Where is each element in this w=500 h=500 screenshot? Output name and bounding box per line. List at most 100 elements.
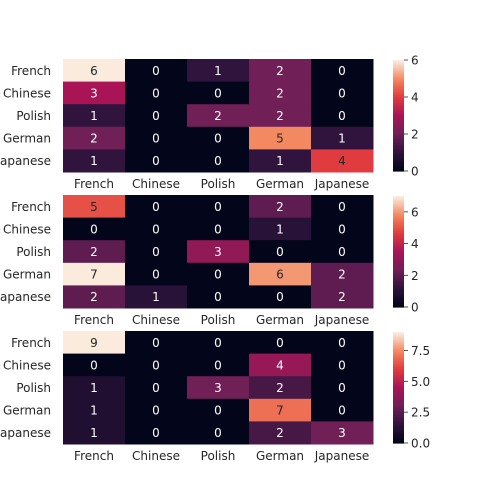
colorbar-segment <box>393 221 404 225</box>
heatmap-cell <box>249 331 312 355</box>
colorbar-segment <box>393 128 404 131</box>
heatmap-cell <box>125 59 188 83</box>
cell-value-label: 0 <box>214 426 222 440</box>
heatmap-cell <box>249 59 312 83</box>
colorbar-segment <box>393 60 404 63</box>
row-tick-label: French <box>11 64 51 78</box>
heatmap-cell <box>125 331 188 355</box>
heatmap-cell <box>187 398 250 422</box>
colorbar-segment <box>393 258 404 262</box>
colorbar-segment <box>393 197 404 201</box>
colorbar-segment <box>393 394 404 398</box>
colorbar-segment <box>393 148 404 152</box>
colorbar-segment <box>393 398 404 402</box>
heatmap-cell <box>187 104 250 128</box>
cell-value-label: 0 <box>338 381 346 395</box>
colorbar-segment <box>393 284 404 288</box>
cell-value-label: 2 <box>276 86 284 100</box>
cell-value-label: 1 <box>90 404 98 418</box>
heatmap-cell <box>249 195 312 219</box>
colorbar-segment <box>393 249 404 253</box>
heatmap-cell <box>249 81 312 105</box>
cell-value-label: 3 <box>338 426 346 440</box>
cell-value-label: 1 <box>90 381 98 395</box>
colorbar-tick-label: 4 <box>411 237 419 251</box>
cell-value-label: 1 <box>276 154 284 168</box>
cell-value-label: 1 <box>90 154 98 168</box>
colorbar-segment <box>393 268 404 271</box>
heatmap-cell <box>187 262 250 286</box>
cell-value-label: 2 <box>276 64 284 78</box>
heatmap-cell <box>249 398 312 422</box>
colorbar-segment <box>393 231 404 234</box>
cell-value-label: 2 <box>338 268 346 282</box>
colorbar-segment <box>393 372 404 376</box>
row-tick-label: Polish <box>16 245 51 259</box>
row-tick-label: Polish <box>16 381 51 395</box>
colorbar-segment <box>393 158 404 161</box>
colorbar-segment <box>393 303 404 306</box>
colorbar-segment <box>393 275 404 278</box>
colorbar-segment <box>393 270 404 273</box>
colorbar-segment <box>393 233 404 236</box>
cell-value-label: 0 <box>214 132 222 146</box>
colorbar-segment <box>393 212 404 216</box>
colorbar-segment <box>393 337 404 340</box>
colorbar-segment <box>393 422 404 426</box>
heatmap-cell <box>249 240 312 264</box>
heatmap-cell <box>125 217 188 241</box>
colorbar-segment <box>393 356 404 359</box>
colorbar-segment <box>393 169 404 172</box>
colorbar-segment <box>393 344 404 348</box>
cell-value-label: 0 <box>214 404 222 418</box>
heatmap-cell <box>125 104 188 128</box>
cell-value-label: 0 <box>276 290 284 304</box>
cell-value-label: 2 <box>276 381 284 395</box>
column-tick-label: German <box>256 177 304 191</box>
colorbar-segment <box>393 418 404 422</box>
colorbar-segment <box>393 115 404 118</box>
colorbar-segment <box>393 339 404 342</box>
colorbar-segment <box>393 117 404 120</box>
row-tick-label: Chinese <box>3 222 51 236</box>
row-tick-label: French <box>11 336 51 350</box>
colorbar-segment <box>393 391 404 394</box>
colorbar-segment <box>393 369 404 372</box>
colorbar-segment <box>393 257 404 260</box>
colorbar-segment <box>393 65 404 68</box>
cell-value-label: 2 <box>276 200 284 214</box>
heatmap-cell <box>249 149 312 173</box>
cell-value-label: 0 <box>214 290 222 304</box>
row-tick-label: Polish <box>16 109 51 123</box>
colorbar-segment <box>393 402 404 405</box>
colorbar-segment <box>393 354 404 357</box>
heatmap-cell <box>63 104 126 128</box>
colorbar-segment <box>393 223 404 227</box>
row-tick-label: Japanese <box>0 154 51 168</box>
colorbar-segment <box>393 109 404 113</box>
colorbar-segment <box>393 430 404 433</box>
colorbar-segment <box>393 359 404 363</box>
colorbar-segment <box>393 439 404 442</box>
cell-value-label: 7 <box>276 404 284 418</box>
heatmap-cell <box>311 353 374 377</box>
colorbar-segment <box>393 63 404 67</box>
colorbar-tick-label: 6 <box>411 205 419 219</box>
colorbar-segment <box>393 286 404 290</box>
colorbar-segment <box>393 271 404 275</box>
colorbar-segment <box>393 262 404 266</box>
cell-value-label: 0 <box>152 132 160 146</box>
colorbar-segment <box>393 396 404 400</box>
colorbar-segment <box>393 266 404 269</box>
heatmap-cell <box>63 353 126 377</box>
colorbar-segment <box>393 292 404 295</box>
column-tick-label: Japanese <box>314 313 370 327</box>
colorbar-segment <box>393 154 404 157</box>
colorbar-segment <box>393 69 404 72</box>
colorbar-segment <box>393 82 404 85</box>
colorbar-segment <box>393 126 404 130</box>
colorbar-segment <box>393 238 404 241</box>
heatmap-cell <box>125 398 188 422</box>
heatmap-cell <box>187 217 250 241</box>
